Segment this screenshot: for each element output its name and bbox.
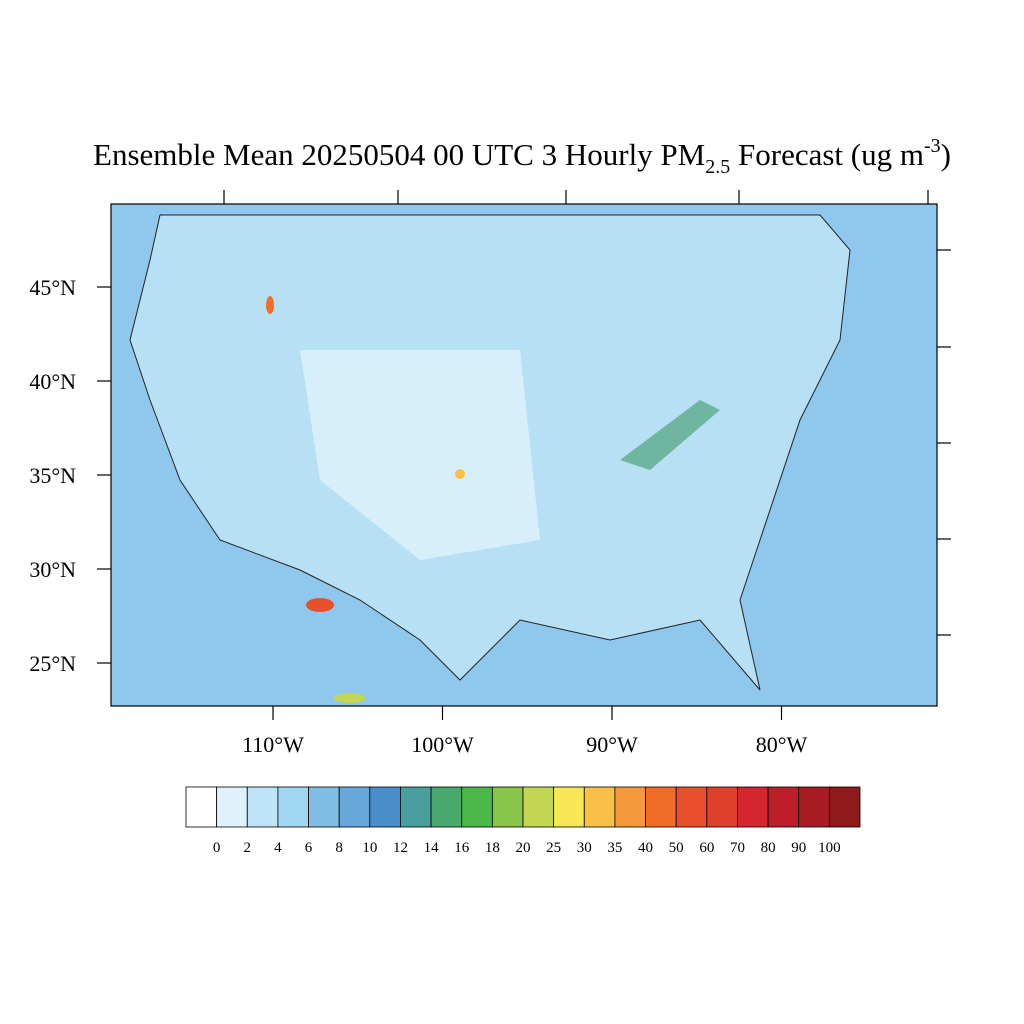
colorbar-box xyxy=(583,786,616,828)
colorbar-label: 60 xyxy=(699,840,714,856)
colorbar-label: 10 xyxy=(362,840,377,856)
colorbar-box xyxy=(308,786,340,828)
title-sup: -3 xyxy=(924,135,941,157)
lon-label: 90°W xyxy=(586,732,638,757)
light-field xyxy=(300,350,540,560)
map-frame xyxy=(110,203,938,707)
colorbar-label: 40 xyxy=(638,840,653,856)
colorbar-box xyxy=(461,786,493,828)
colorbar-label: 25 xyxy=(546,840,561,856)
colorbar-box xyxy=(522,786,555,828)
plume xyxy=(620,400,720,470)
colorbar-box xyxy=(737,786,769,828)
lat-label: 30°N xyxy=(29,557,76,582)
plume xyxy=(306,598,334,612)
colorbar-label: 80 xyxy=(761,840,776,856)
colorbar-box xyxy=(246,786,279,828)
map-area xyxy=(110,190,951,707)
colorbar-box xyxy=(491,786,524,828)
lat-label: 35°N xyxy=(29,463,76,488)
colorbar-box xyxy=(400,786,432,828)
colorbar-label: 30 xyxy=(577,840,592,856)
colorbar-box xyxy=(798,786,830,828)
colorbar-box xyxy=(430,786,463,828)
colorbar-label: 2 xyxy=(244,840,252,856)
colorbar-label: 35 xyxy=(607,840,622,856)
colorbar-box xyxy=(553,786,585,828)
title: Ensemble Mean 20250504 00 UTC 3 Hourly P… xyxy=(93,135,951,178)
colorbar-box xyxy=(338,786,371,828)
title-text: Ensemble Mean 20250504 00 UTC 3 Hourly P… xyxy=(93,137,705,172)
plume xyxy=(266,296,274,314)
plume xyxy=(455,469,465,479)
colorbar-label: 6 xyxy=(305,840,313,856)
colorbar-label: 12 xyxy=(393,840,408,856)
colorbar-label: 14 xyxy=(424,840,440,856)
lon-label: 110°W xyxy=(242,732,304,757)
colorbar-label: 100 xyxy=(818,840,841,856)
colorbar-label: 50 xyxy=(669,840,684,856)
frame-ticks xyxy=(223,190,951,636)
colorbar-label: 4 xyxy=(274,840,282,856)
title-text: Forecast (ug m xyxy=(730,137,924,172)
colorbar-label: 8 xyxy=(335,840,343,856)
colorbar-box xyxy=(614,786,646,828)
colorbar-box xyxy=(645,786,677,828)
colorbar-label: 18 xyxy=(485,840,500,856)
lon-label: 100°W xyxy=(411,732,474,757)
colorbar-label: 16 xyxy=(454,840,470,856)
colorbar-box xyxy=(185,786,218,828)
colorbar-label: 20 xyxy=(516,840,531,856)
colorbar-box xyxy=(675,786,708,828)
lon-label: 80°W xyxy=(756,732,808,757)
colorbar-label: 70 xyxy=(730,840,745,856)
colorbar-box xyxy=(369,786,401,828)
title-text: ) xyxy=(941,137,951,172)
lat-label: 25°N xyxy=(29,651,76,676)
lat-label: 45°N xyxy=(29,275,76,300)
title-sub: 2.5 xyxy=(705,156,730,178)
colorbar-box xyxy=(216,786,248,828)
colorbar-box xyxy=(828,786,861,828)
colorbar-label: 0 xyxy=(213,840,221,856)
colorbar-box xyxy=(767,786,800,828)
colorbar-box xyxy=(706,786,738,828)
colorbar-box xyxy=(277,786,309,828)
colorbar-label: 90 xyxy=(791,840,806,856)
lat-label: 40°N xyxy=(29,369,76,394)
plume xyxy=(334,693,366,703)
